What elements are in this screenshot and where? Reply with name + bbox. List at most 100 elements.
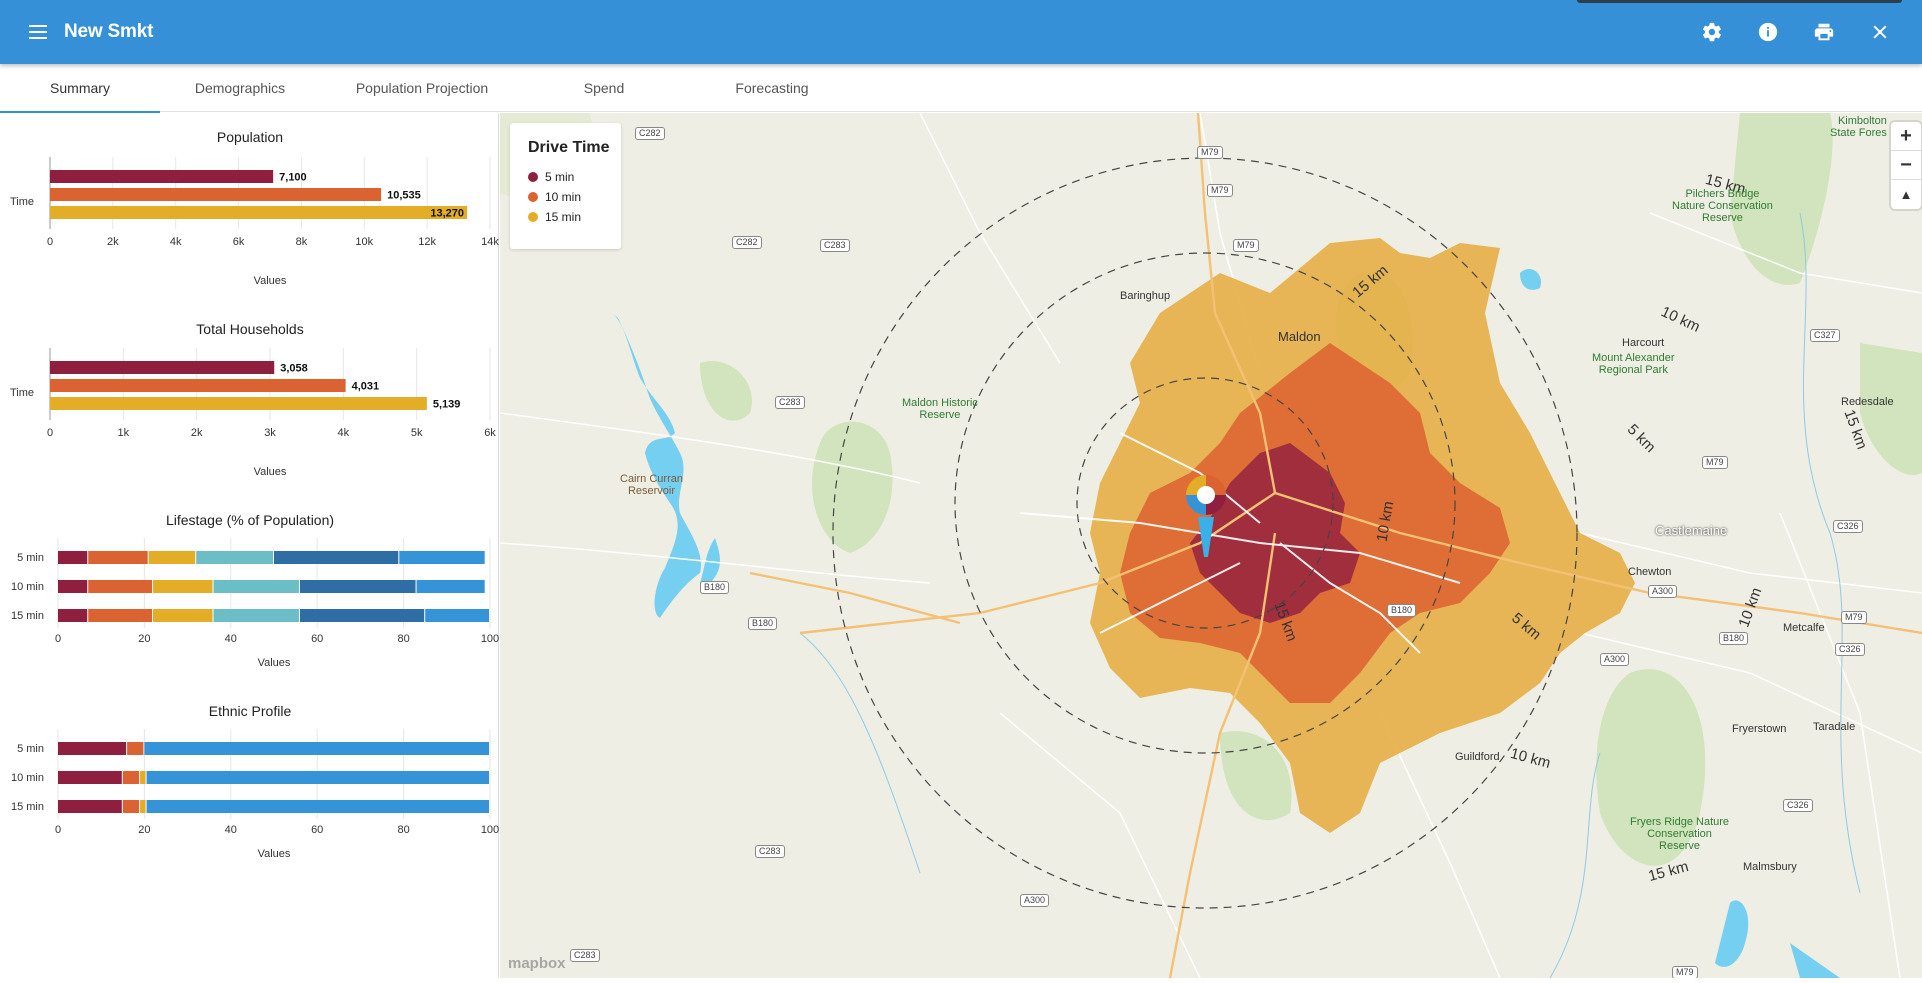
- population-tick-label: 8k: [296, 236, 308, 248]
- shield-m79f: M79: [1672, 966, 1698, 978]
- ethnic-segment: [122, 800, 140, 813]
- population-data-label: 7,100: [279, 172, 307, 184]
- shield-m79e: M79: [1841, 611, 1867, 624]
- ethnic-tick-label: 0: [55, 824, 61, 836]
- lifestage-tick-label: 60: [311, 633, 323, 645]
- lifestage-row-label: 5 min: [17, 552, 44, 564]
- zoom-in-button[interactable]: +: [1891, 122, 1921, 151]
- info-icon[interactable]: [1756, 20, 1780, 44]
- shield-c282b: C282: [732, 236, 762, 249]
- population-tick-label: 10k: [355, 236, 373, 248]
- map-view[interactable]: 15 km 10 km 5 km 5 km 10 km 10 km 10 km …: [500, 113, 1922, 978]
- legend-item-10min: 10 min: [528, 187, 621, 207]
- lifestage-segment: [196, 551, 273, 564]
- households-ylabel: Time: [10, 387, 34, 399]
- place-maldon: Maldon: [1278, 329, 1321, 344]
- tab-demographics[interactable]: Demographics: [194, 80, 286, 96]
- compass-button[interactable]: ▲: [1899, 187, 1913, 202]
- lifestage-marks: 0 20 40 60 80 100 5 min 10 min 15 min: [11, 538, 499, 645]
- population-chart: Population Time Values 0 2k 4k 6k 8k 10k 12k 14…: [10, 129, 499, 287]
- place-fryerstown: Fryerstown: [1732, 723, 1787, 735]
- lifestage-chart: Lifestage (% of Population) Values 0 20 40…: [11, 512, 499, 669]
- lifestage-segment: [88, 580, 153, 593]
- lifestage-segment: [148, 551, 196, 564]
- distance-rings: [832, 157, 1578, 909]
- shield-c283c: C283: [755, 845, 785, 858]
- lifestage-segment: [299, 580, 416, 593]
- households-chart: Total Households Time Values 0 1k 2k 3k 4k 5k…: [10, 321, 496, 478]
- shield-c326a: C326: [1833, 520, 1863, 533]
- population-tick-label: 6k: [233, 236, 245, 248]
- zoom-controls: + − ▲: [1891, 122, 1921, 209]
- shield-c283a: C283: [820, 239, 850, 252]
- households-data-label: 3,058: [280, 363, 308, 375]
- place-baringhup: Baringhup: [1120, 290, 1171, 302]
- drive-time-legend: Drive Time 5 min 10 min 15 min: [510, 123, 621, 249]
- lifestage-segment: [153, 580, 213, 593]
- shield-c283b: C283: [775, 396, 805, 409]
- population-ylabel: Time: [10, 196, 34, 208]
- tab-summary[interactable]: Summary: [0, 64, 160, 113]
- population-bar: [50, 206, 468, 219]
- households-bar: [50, 379, 346, 392]
- header-actions: [1700, 0, 1892, 64]
- top-strip: [1577, 0, 1902, 3]
- water: [612, 268, 1840, 978]
- ethnic-tick-label: 40: [225, 824, 237, 836]
- tab-spend[interactable]: Spend: [583, 80, 625, 96]
- tab-bar: Summary Demographics Population Projecti…: [0, 64, 1922, 113]
- site-marker[interactable]: [1186, 475, 1226, 557]
- lifestage-segment: [213, 580, 299, 593]
- households-bar: [50, 397, 427, 410]
- legend-item-15min: 15 min: [528, 207, 621, 227]
- shield-a300a: A300: [1648, 585, 1678, 598]
- lifestage-tick-label: 20: [138, 633, 150, 645]
- population-xlabel: Values: [254, 275, 287, 287]
- app-bar: New Smkt: [0, 0, 1922, 64]
- population-data-label: 13,270: [430, 208, 464, 220]
- households-tick-label: 6k: [484, 427, 496, 439]
- lifestage-row-label: 10 min: [11, 581, 44, 593]
- park-areas: [500, 113, 1922, 866]
- population-tick-label: 0: [47, 236, 53, 248]
- place-guildford: Guildford: [1455, 751, 1500, 763]
- legend-item-5min: 5 min: [528, 167, 621, 187]
- settings-icon[interactable]: [1700, 20, 1724, 44]
- population-title: Population: [217, 129, 283, 145]
- ethnic-marks: 0 20 40 60 80 100 5 min 10 min 15 min: [11, 729, 499, 836]
- tab-population-projection[interactable]: Population Projection: [355, 80, 489, 96]
- summary-panel: Population Time Values 0 2k 4k 6k 8k 10k 12k 14…: [0, 113, 499, 978]
- households-data-label: 5,139: [433, 399, 461, 411]
- ethnic-segment: [127, 742, 144, 755]
- place-cairn-curran: Cairn Curran Reservoir: [620, 473, 683, 497]
- shield-c327: C327: [1810, 329, 1840, 342]
- shield-a300c: A300: [1020, 894, 1050, 907]
- lifestage-segment: [58, 551, 88, 564]
- ethnic-segment: [144, 742, 489, 755]
- legend-dot-5min: [528, 172, 538, 182]
- households-tick-label: 0: [47, 427, 53, 439]
- major-roads: [749, 113, 1922, 978]
- shield-c282a: C282: [635, 127, 665, 140]
- households-tick-label: 5k: [411, 427, 423, 439]
- ethnic-segment: [58, 771, 122, 784]
- zoom-out-button[interactable]: −: [1891, 151, 1921, 180]
- tab-forecasting[interactable]: Forecasting: [735, 80, 809, 96]
- lifestage-tick-label: 0: [55, 633, 61, 645]
- lifestage-segment: [425, 609, 489, 622]
- place-chewton: Chewton: [1628, 566, 1672, 578]
- lifestage-segment: [299, 609, 425, 622]
- print-icon[interactable]: [1812, 20, 1836, 44]
- close-icon[interactable]: [1868, 20, 1892, 44]
- place-metcalfe: Metcalfe: [1783, 622, 1825, 634]
- mapbox-attribution[interactable]: mapbox: [508, 955, 566, 972]
- minor-roads: [500, 113, 1922, 978]
- shield-c283d: C283: [570, 949, 600, 962]
- legend-dot-10min: [528, 192, 538, 202]
- population-bar: [50, 188, 382, 201]
- shield-a300b: A300: [1600, 653, 1630, 666]
- menu-icon[interactable]: [26, 20, 50, 44]
- ethnic-segment: [140, 800, 146, 813]
- shield-b180d: B180: [1719, 632, 1749, 645]
- summary-charts: Population Time Values 0 2k 4k 6k 8k 10k 12k 14…: [10, 129, 499, 860]
